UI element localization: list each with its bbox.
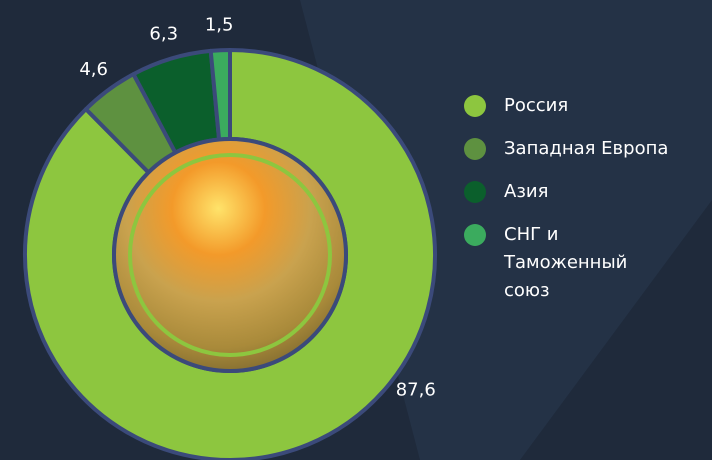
value-label: 1,5: [205, 14, 234, 35]
legend-item: Западная Европа: [460, 135, 674, 163]
legend-item: Россия: [460, 92, 674, 120]
legend-marker: [464, 224, 486, 246]
center-image: [112, 137, 348, 373]
legend-label: Западная Европа: [504, 138, 669, 159]
center-ring: [128, 153, 332, 357]
legend-label: Азия: [504, 181, 549, 202]
legend-label: Россия: [504, 95, 569, 116]
legend-item: Азия: [460, 178, 674, 206]
value-label: 6,3: [149, 24, 178, 45]
legend-label: СНГ и Таможенный союз: [504, 224, 628, 301]
value-label: 4,6: [79, 59, 108, 80]
legend: Россия Западная Европа Азия СНГ и Таможенны…: [460, 92, 700, 320]
legend-item: СНГ и Таможенный союз: [460, 221, 674, 305]
legend-marker: [464, 138, 486, 160]
legend-marker: [464, 95, 486, 117]
legend-marker: [464, 181, 486, 203]
value-label: 87,6: [396, 380, 436, 401]
